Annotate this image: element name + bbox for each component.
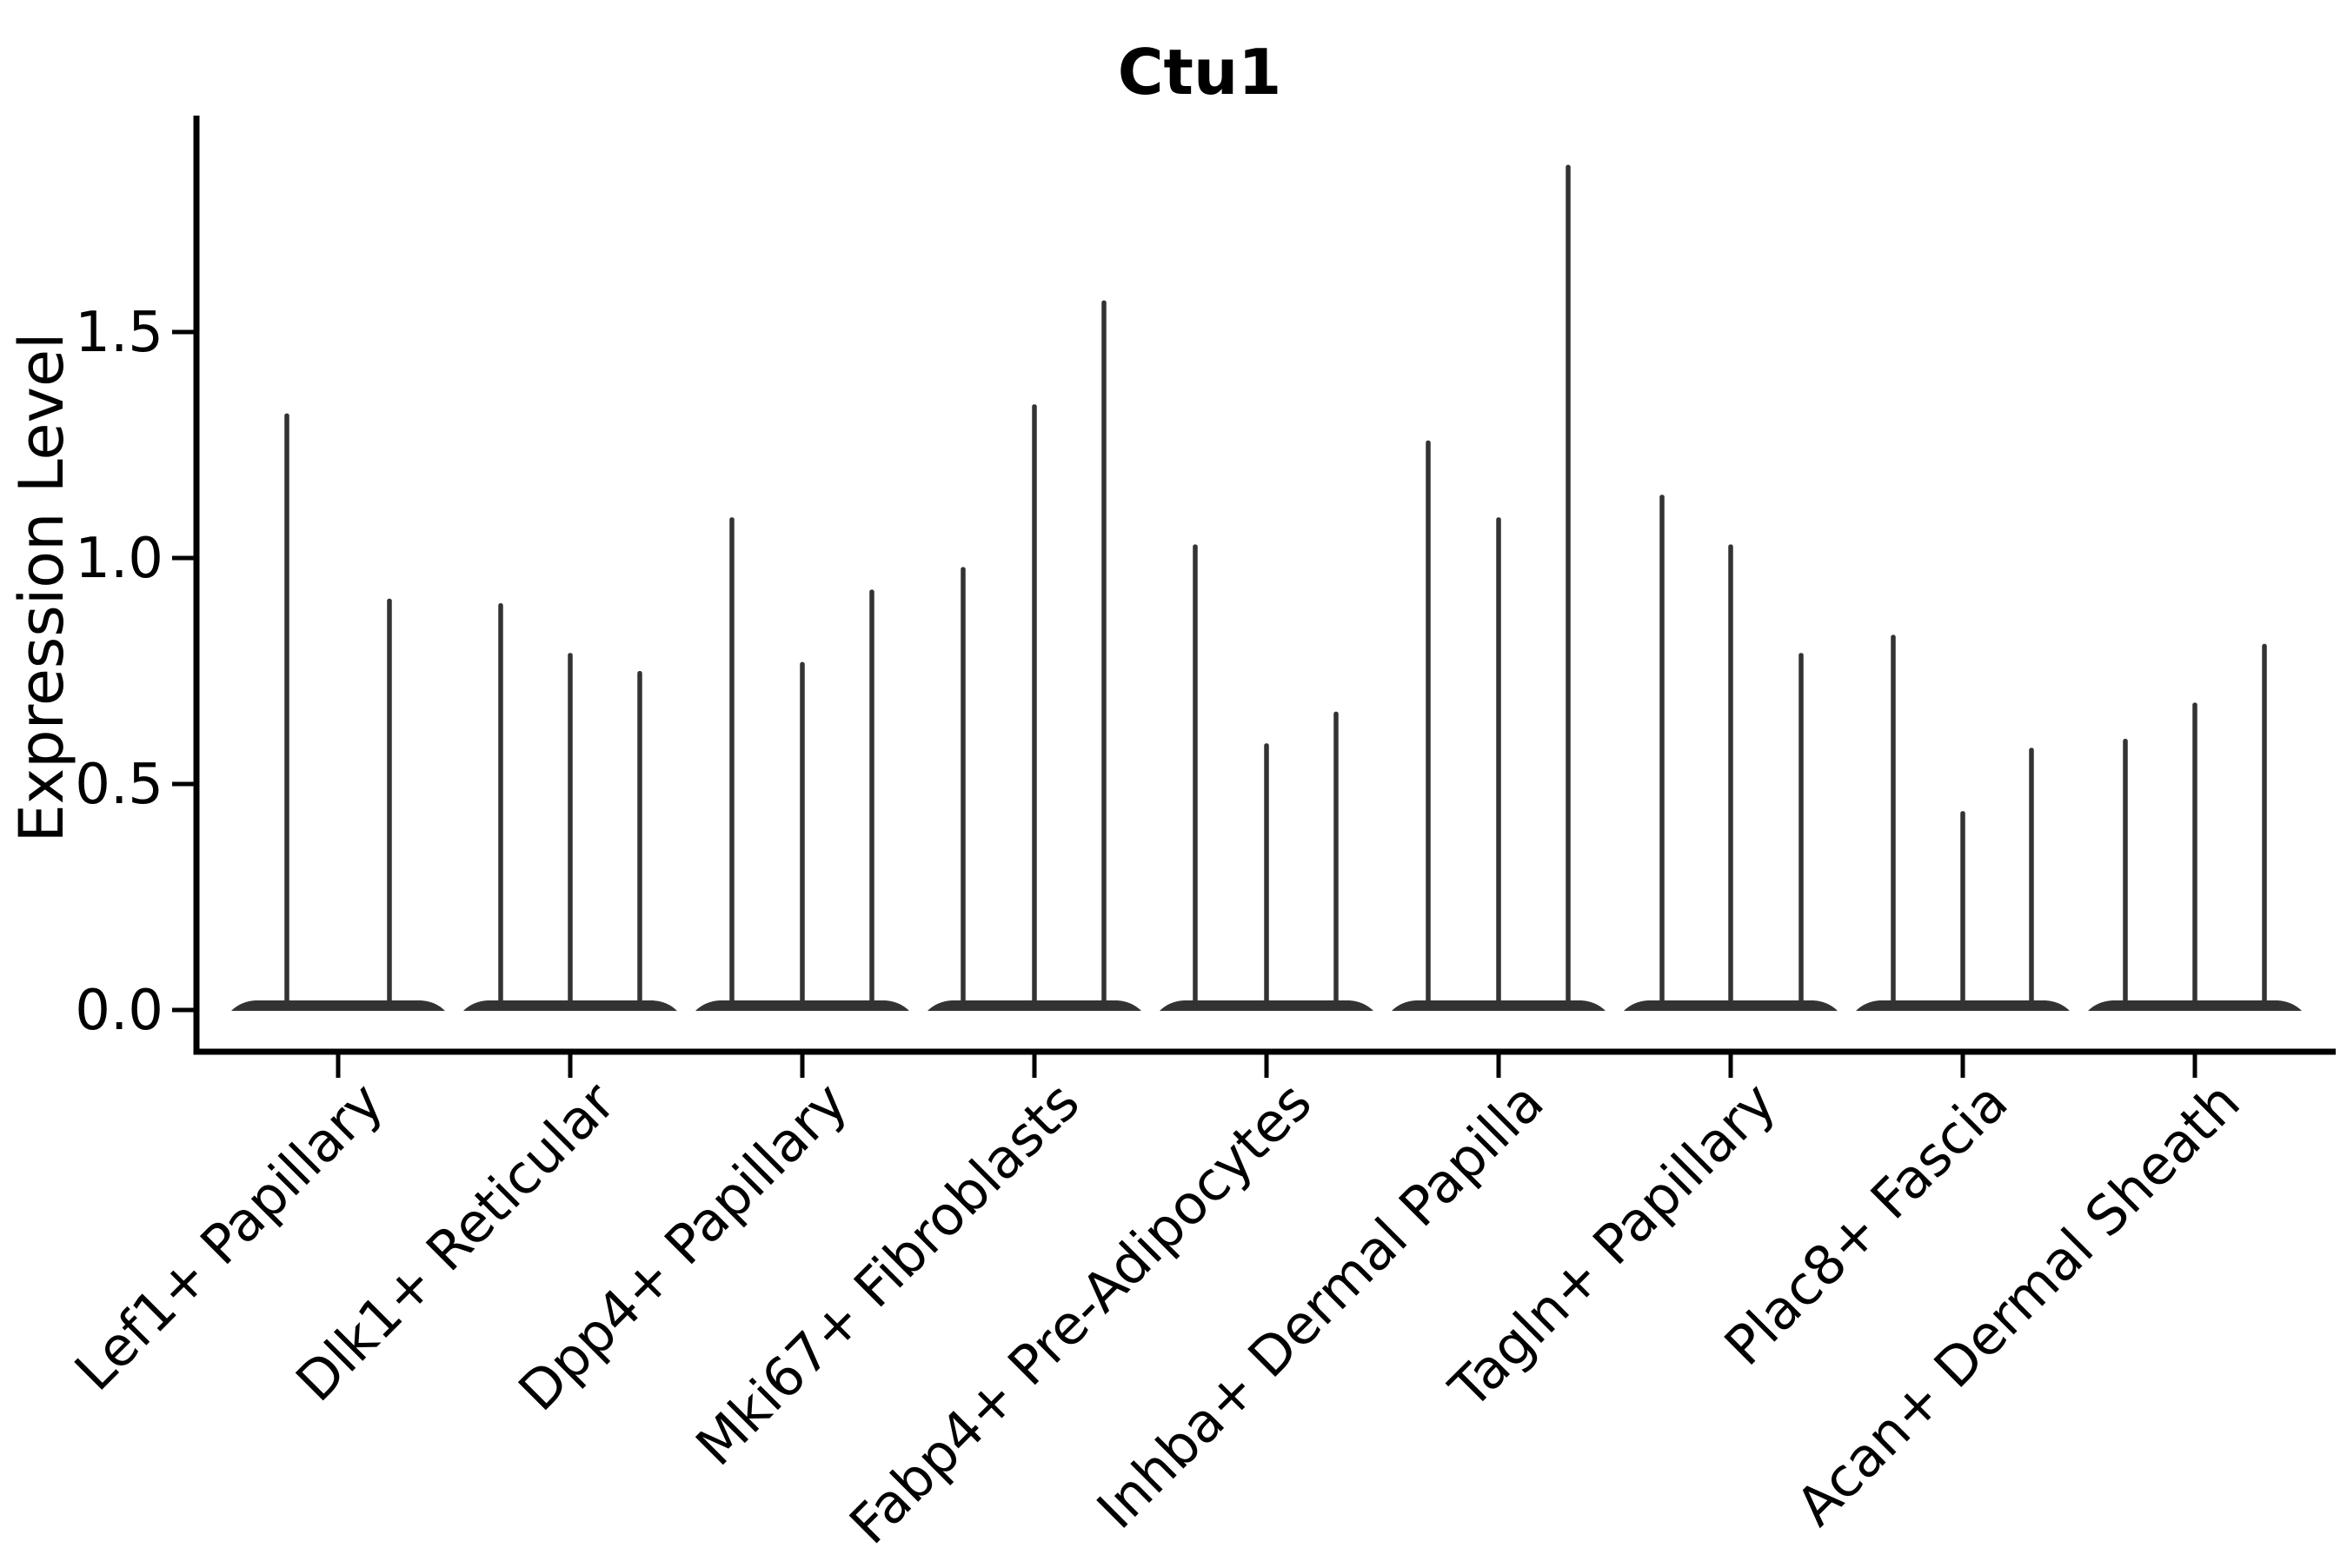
violin-spike: [284, 413, 289, 1011]
violin-base: [231, 1000, 445, 1011]
violin-spike: [1193, 544, 1198, 1010]
violin-spike: [1566, 164, 1571, 1011]
violin-spike: [2192, 702, 2197, 1010]
violin-spike: [869, 589, 874, 1010]
x-tick-label: Fabp4+ Pre-Adipocytes: [837, 1070, 1323, 1556]
violin-spike: [961, 567, 966, 1010]
violin-spike: [1032, 404, 1037, 1010]
violin-spike: [1728, 544, 1733, 1010]
x-tick-label: Acan+ Dermal Sheath: [1784, 1070, 2251, 1538]
y-axis-label: Expression Level: [6, 332, 77, 842]
violin-spike: [568, 653, 573, 1010]
y-tick-label: 0.0: [75, 979, 163, 1043]
y-tick-label: 1.5: [75, 301, 163, 365]
violin-spike: [1960, 811, 1965, 1010]
violin-spike: [1101, 300, 1107, 1011]
violin-spike: [2029, 747, 2034, 1010]
y-tick-label: 1.0: [75, 527, 163, 591]
violin-spike: [1891, 635, 1896, 1010]
x-tick-label: Mki67+ Fibroblasts: [683, 1070, 1091, 1478]
violin-spike: [2262, 643, 2267, 1010]
x-tick-label: Inhba+ Dermal Papilla: [1085, 1070, 1556, 1541]
y-tick-label: 0.5: [75, 753, 163, 817]
violin-spike: [637, 671, 642, 1010]
violin-spike: [1426, 440, 1431, 1010]
violin-spike: [1659, 495, 1665, 1010]
violin-spike: [1798, 653, 1804, 1010]
violin-spike: [1496, 517, 1501, 1010]
violin-spike: [800, 661, 805, 1010]
violin-spike: [498, 603, 503, 1010]
plot-title: Ctu1: [1118, 36, 1282, 109]
violin-spike: [1333, 711, 1339, 1010]
violin-spike: [729, 517, 735, 1010]
violin-spike: [1264, 743, 1269, 1010]
violin-spike: [2123, 739, 2128, 1010]
violin-spike: [387, 598, 392, 1010]
